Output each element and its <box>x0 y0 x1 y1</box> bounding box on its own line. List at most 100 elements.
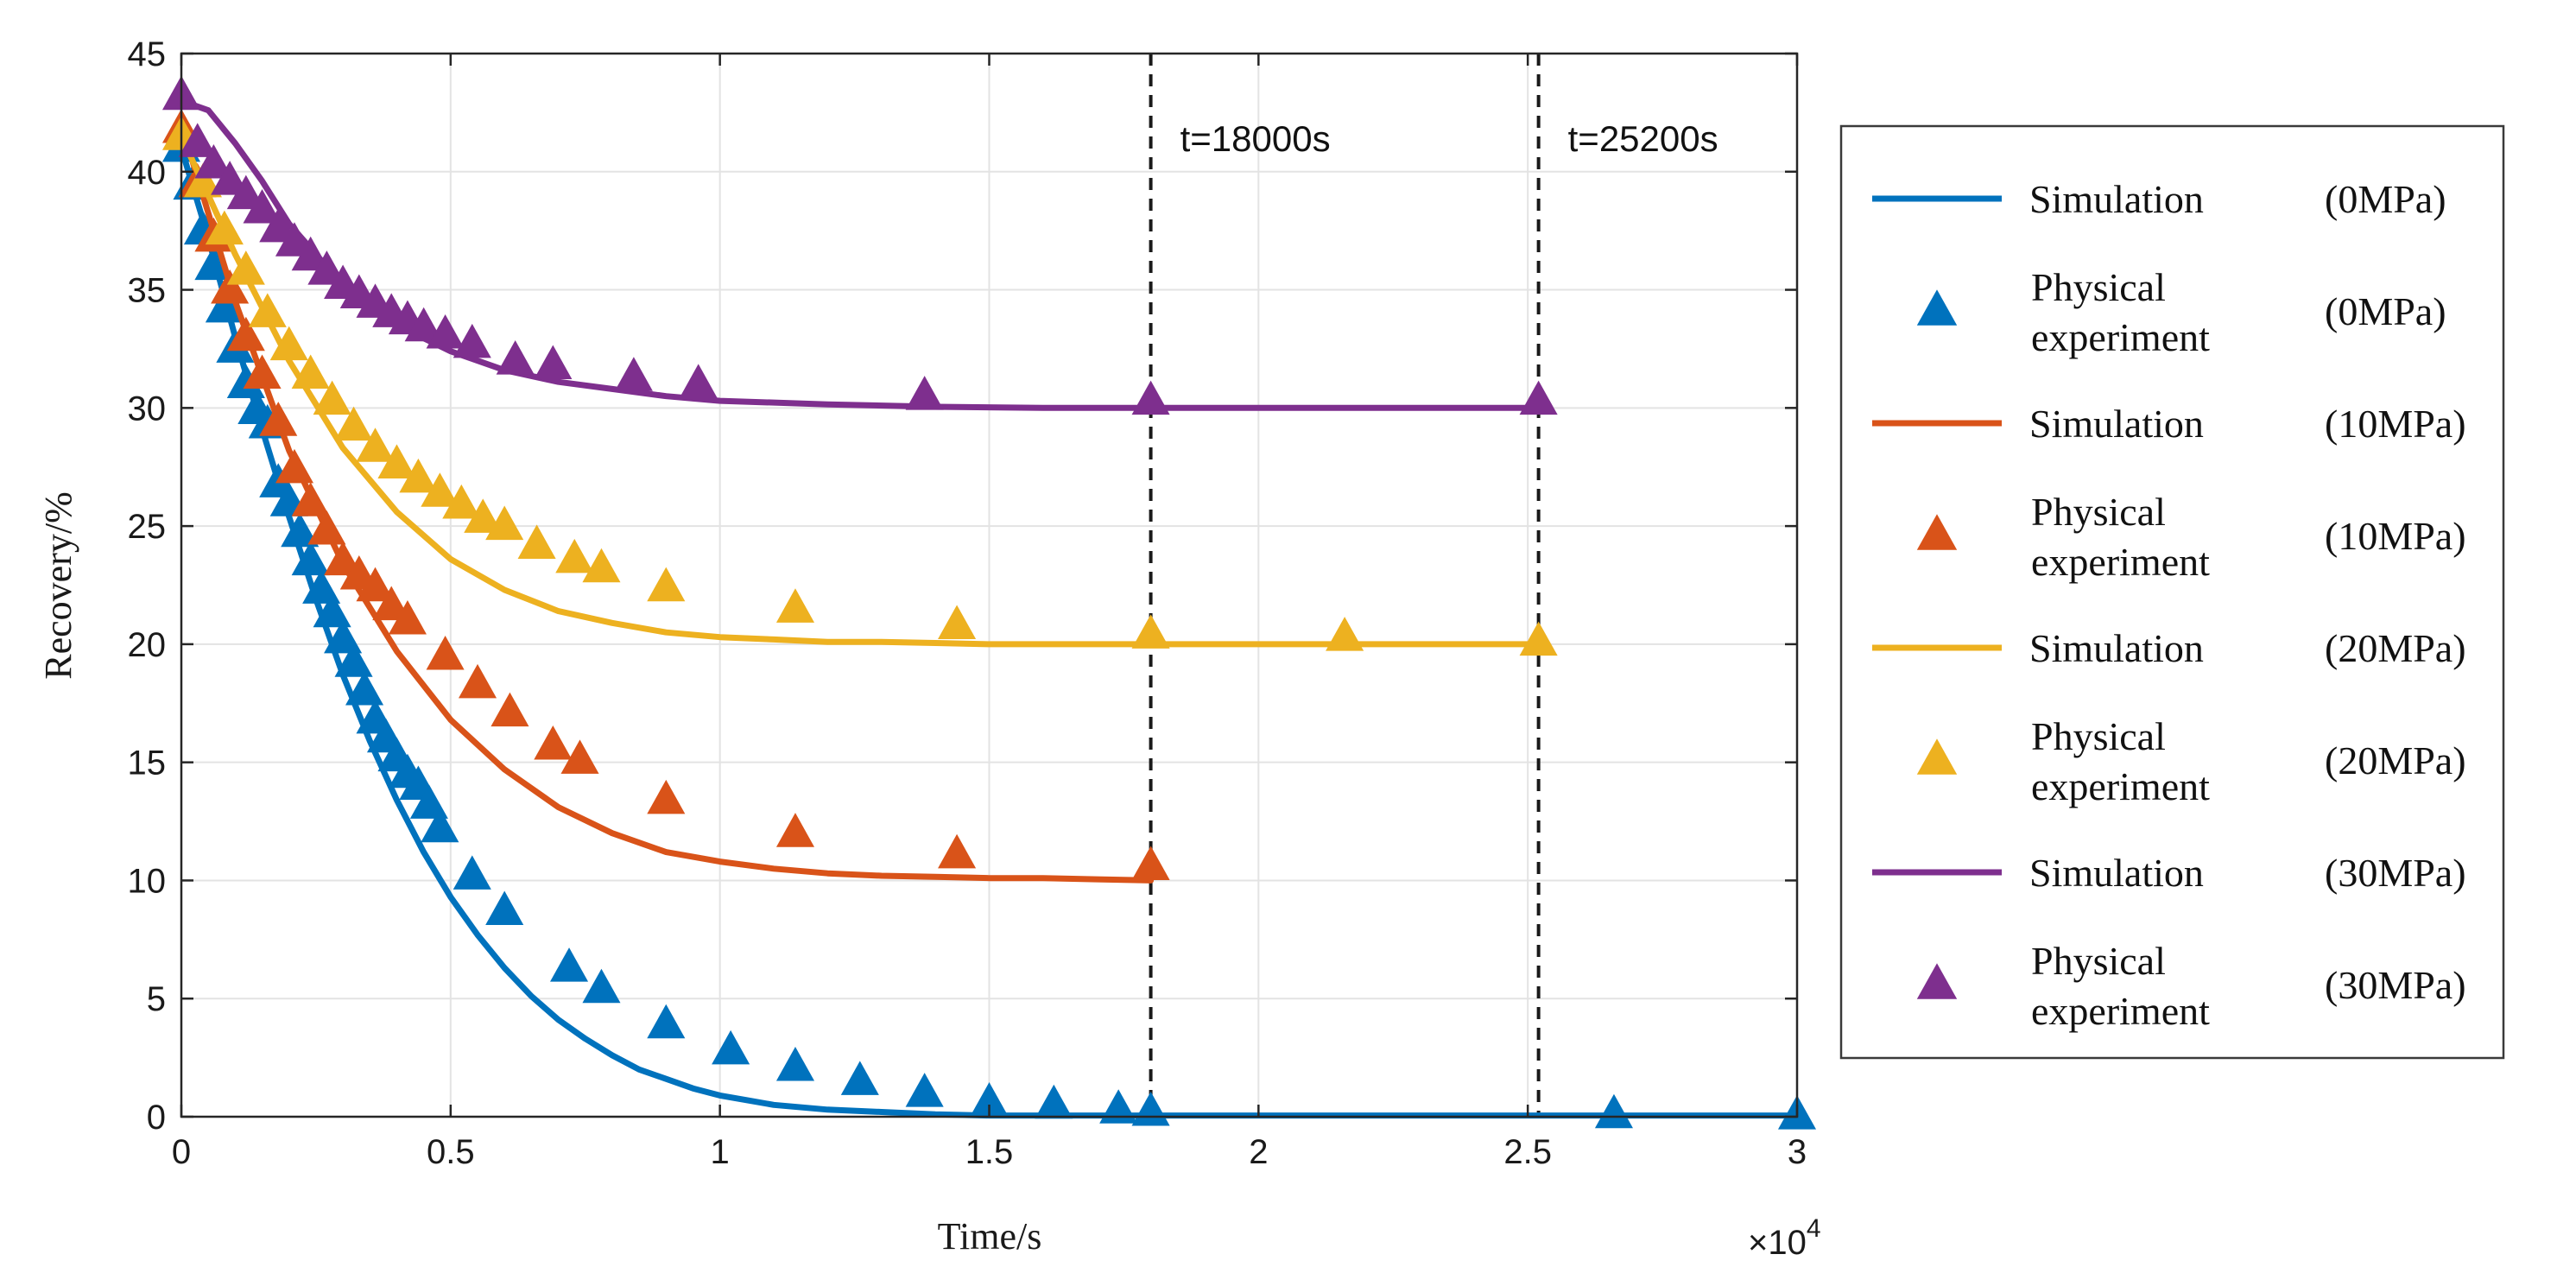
data-point-series-5 <box>517 524 556 559</box>
legend-label-3: Physical experiment <box>2031 490 2210 584</box>
data-point-series-3 <box>938 833 977 869</box>
data-point-series-7 <box>226 174 265 210</box>
x-axis-multiplier: ×104 <box>1748 1214 1821 1262</box>
x-axis-label: Time/s <box>938 1215 1042 1257</box>
reference-line-label-0: t=18000s <box>1180 118 1331 159</box>
data-point-series-5 <box>582 548 621 583</box>
legend-swatch-marker-5 <box>1916 738 1958 775</box>
data-point-series-1 <box>550 947 589 982</box>
data-point-series-7 <box>453 323 491 358</box>
data-point-series-3 <box>1131 846 1170 880</box>
data-point-series-7 <box>211 161 250 195</box>
legend-label-line: experiment <box>2031 989 2210 1033</box>
data-point-series-7 <box>679 364 718 398</box>
series-layer <box>161 75 1817 1130</box>
data-point-series-3 <box>491 692 529 727</box>
x-tick-label: 3 <box>1788 1133 1807 1171</box>
legend-pressure-0: (0MPa) <box>2325 177 2446 221</box>
reference-lines: t=18000s t=25200s <box>1149 54 1718 1117</box>
data-point-series-3 <box>560 739 599 774</box>
data-point-series-1 <box>647 1004 686 1039</box>
data-point-series-1 <box>291 541 330 576</box>
data-point-series-1 <box>409 784 448 819</box>
legend-label-5: Physical experiment <box>2031 714 2210 808</box>
legend-pressure-7: (30MPa) <box>2325 963 2466 1007</box>
data-point-series-1 <box>582 968 621 1004</box>
legend-label-line: experiment <box>2031 764 2210 808</box>
data-point-series-3 <box>458 663 497 699</box>
data-point-series-3 <box>647 779 686 814</box>
data-point-series-7 <box>307 250 346 285</box>
data-point-series-3 <box>243 354 282 389</box>
data-point-series-5 <box>399 458 438 493</box>
x-tick-label: 0.5 <box>427 1133 475 1171</box>
data-point-series-1 <box>205 288 244 323</box>
data-point-series-1 <box>1099 1089 1138 1124</box>
data-point-series-5 <box>647 567 686 602</box>
data-point-series-3 <box>211 269 250 304</box>
data-point-series-7 <box>614 357 653 391</box>
data-point-series-1 <box>712 1029 750 1065</box>
data-point-series-3 <box>534 725 573 760</box>
legend-label-line: Physical <box>2031 714 2166 758</box>
x-multiplier-exponent: 4 <box>1807 1214 1821 1243</box>
data-point-series-5 <box>291 354 330 389</box>
data-point-series-1 <box>453 855 491 890</box>
data-point-series-1 <box>970 1082 1009 1117</box>
data-point-series-1 <box>302 569 341 604</box>
data-point-series-3 <box>356 567 395 602</box>
y-tick-label: 35 <box>128 272 167 310</box>
data-point-series-5 <box>442 484 481 519</box>
data-point-series-1 <box>345 671 384 706</box>
y-tick-label: 15 <box>128 744 167 782</box>
legend-pressure-3: (10MPa) <box>2325 514 2466 558</box>
x-tick-label: 2.5 <box>1503 1133 1552 1171</box>
legend-label-line: Physical <box>2031 490 2166 534</box>
y-tick-label: 40 <box>128 154 167 192</box>
data-point-series-7 <box>905 376 944 410</box>
data-point-series-7 <box>178 123 217 157</box>
legend: Simulation (0MPa) Physical experiment (0MPa)… <box>1839 124 2505 1060</box>
legend-label-6: Simulation <box>2029 851 2204 895</box>
data-point-series-1 <box>324 618 363 654</box>
legend-pressure-1: (0MPa) <box>2325 289 2446 333</box>
data-point-series-1 <box>775 1046 815 1081</box>
data-point-series-5 <box>555 538 594 573</box>
data-point-series-3 <box>226 316 265 352</box>
legend-pressure-4: (20MPa) <box>2325 626 2466 670</box>
data-point-series-3 <box>426 636 465 670</box>
data-point-series-5 <box>938 605 977 639</box>
series-line-4 <box>178 133 1542 648</box>
data-point-series-5 <box>356 428 395 462</box>
data-point-series-5 <box>269 326 308 361</box>
legend-label-1: Physical experiment <box>2031 265 2210 359</box>
data-point-series-7 <box>243 188 282 224</box>
legend-swatch-marker-1 <box>1916 289 1958 326</box>
legend-pressure-2: (10MPa) <box>2325 402 2466 446</box>
legend-label-2: Simulation <box>2029 402 2204 446</box>
data-point-series-7 <box>291 236 330 271</box>
data-point-series-5 <box>421 472 459 507</box>
data-point-series-7 <box>404 307 443 342</box>
legend-label-7: Physical experiment <box>2031 939 2210 1033</box>
data-point-series-3 <box>388 599 427 635</box>
data-point-series-1 <box>905 1073 944 1107</box>
reference-line-label-1: t=25200s <box>1568 118 1718 159</box>
legend-pressure-5: (20MPa) <box>2325 738 2466 782</box>
legend-pressure-6: (30MPa) <box>2325 851 2466 895</box>
data-point-series-3 <box>259 402 298 436</box>
data-point-series-3 <box>372 586 411 621</box>
data-point-series-7 <box>194 144 233 179</box>
data-point-series-1 <box>1035 1084 1073 1119</box>
legend-label-line: experiment <box>2031 540 2210 584</box>
data-point-series-3 <box>324 541 363 576</box>
data-point-series-1 <box>281 512 320 548</box>
x-tick-label: 1.5 <box>965 1133 1014 1171</box>
data-point-series-5 <box>377 444 416 478</box>
y-tick-label: 5 <box>147 980 166 1018</box>
y-tick-label: 0 <box>147 1099 166 1137</box>
data-point-series-7 <box>426 314 465 349</box>
y-tick-label: 45 <box>128 35 167 73</box>
